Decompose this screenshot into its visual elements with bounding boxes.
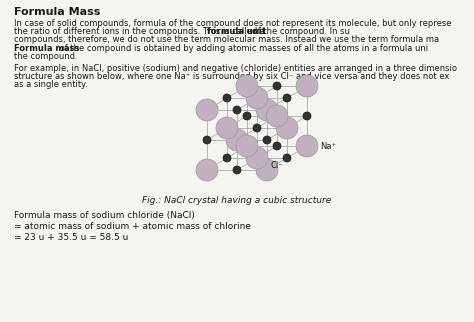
Text: In case of solid compounds, formula of the compound does not represent its molec: In case of solid compounds, formula of t… xyxy=(14,19,452,28)
Circle shape xyxy=(223,94,231,102)
Circle shape xyxy=(273,82,281,90)
Circle shape xyxy=(246,87,268,109)
Circle shape xyxy=(246,147,268,169)
Circle shape xyxy=(256,159,278,181)
Text: Fig.: NaCl crystal having a cubic structure: Fig.: NaCl crystal having a cubic struct… xyxy=(142,196,332,205)
Text: Na⁺: Na⁺ xyxy=(320,141,336,150)
Circle shape xyxy=(266,105,288,127)
Text: the compound.: the compound. xyxy=(14,52,78,61)
Circle shape xyxy=(283,154,291,162)
Circle shape xyxy=(196,159,218,181)
Text: Formula Mass: Formula Mass xyxy=(14,7,100,17)
Text: the ratio of different ions in the compounds. This is called a: the ratio of different ions in the compo… xyxy=(14,27,268,36)
Circle shape xyxy=(236,135,258,157)
Circle shape xyxy=(216,117,238,139)
Circle shape xyxy=(273,142,281,150)
Text: Cl⁻: Cl⁻ xyxy=(271,161,283,170)
Circle shape xyxy=(256,99,278,121)
Text: structure as shown below, where one Na⁺ is surrounded by six Cl⁻ and vice versa : structure as shown below, where one Na⁺ … xyxy=(14,72,449,81)
Circle shape xyxy=(276,117,298,139)
Circle shape xyxy=(283,94,291,102)
Circle shape xyxy=(226,129,248,151)
Text: of the compound. In su: of the compound. In su xyxy=(250,27,350,36)
Circle shape xyxy=(296,135,318,157)
Circle shape xyxy=(243,112,251,120)
Circle shape xyxy=(303,112,311,120)
Circle shape xyxy=(196,99,218,121)
Text: of the compound is obtained by adding atomic masses of all the atoms in a formul: of the compound is obtained by adding at… xyxy=(56,43,428,52)
Circle shape xyxy=(263,136,271,144)
Circle shape xyxy=(233,166,241,174)
Circle shape xyxy=(223,154,231,162)
Text: compounds, therefore, we do not use the term molecular mass. Instead we use the : compounds, therefore, we do not use the … xyxy=(14,35,439,44)
Circle shape xyxy=(233,106,241,114)
Text: Formula mass of sodium chloride (NaCl): Formula mass of sodium chloride (NaCl) xyxy=(14,211,195,220)
Text: = 23 u + 35.5 u = 58.5 u: = 23 u + 35.5 u = 58.5 u xyxy=(14,233,128,242)
Text: formula unit: formula unit xyxy=(208,27,266,36)
Text: as a single entity.: as a single entity. xyxy=(14,80,88,90)
Circle shape xyxy=(203,136,211,144)
Circle shape xyxy=(296,75,318,97)
Text: For example, in NaCl, positive (sodium) and negative (chloride) entities are arr: For example, in NaCl, positive (sodium) … xyxy=(14,64,457,73)
Text: Formula mass: Formula mass xyxy=(14,43,79,52)
Text: = atomic mass of sodium + atomic mass of chlorine: = atomic mass of sodium + atomic mass of… xyxy=(14,222,251,231)
Circle shape xyxy=(236,75,258,97)
Circle shape xyxy=(253,124,261,132)
